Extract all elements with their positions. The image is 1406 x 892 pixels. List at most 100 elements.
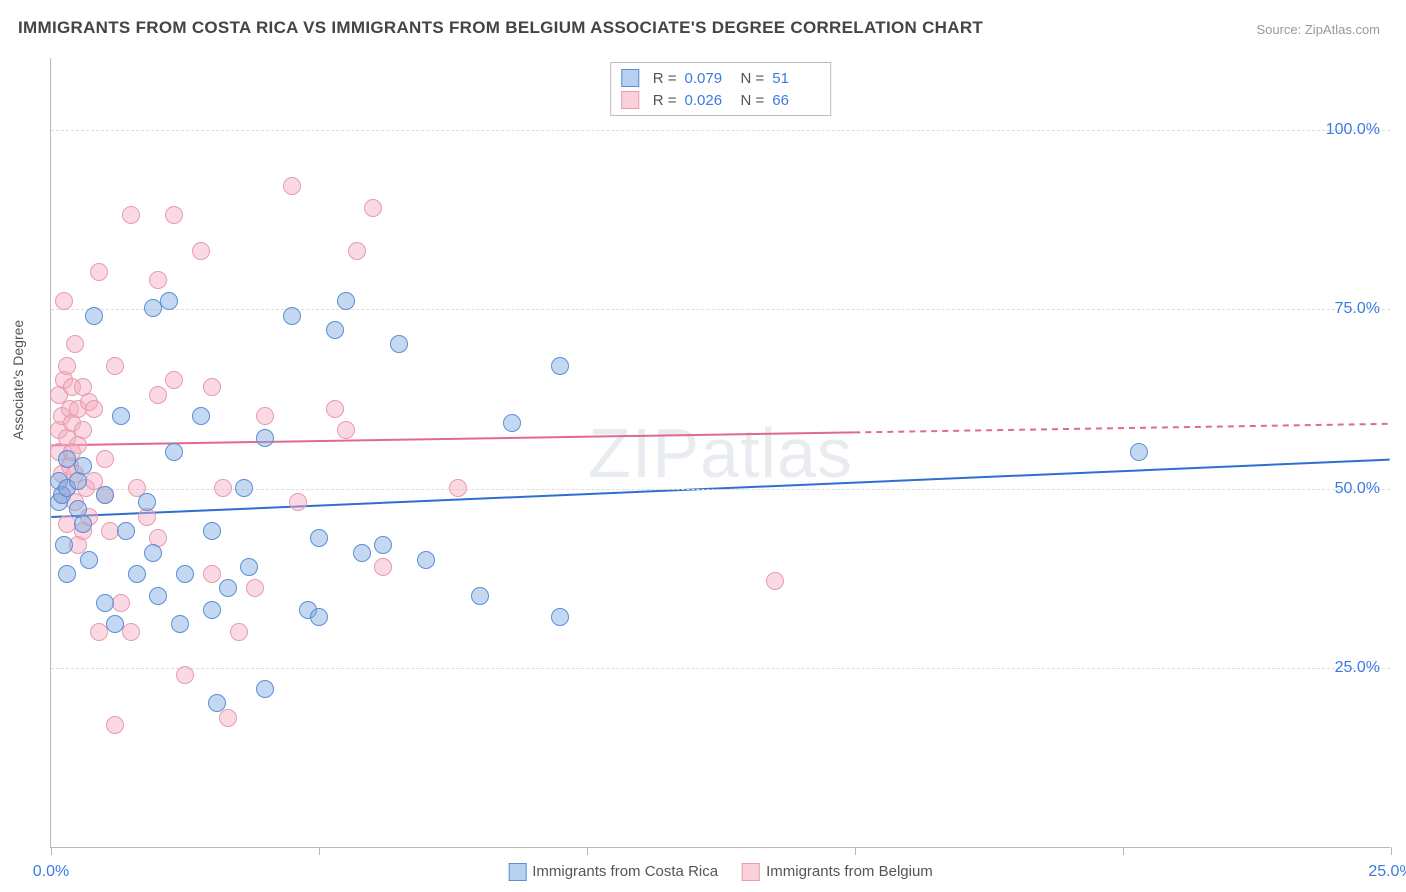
scatter-point-blue (106, 615, 124, 633)
scatter-point-blue (144, 544, 162, 562)
stats-r-label: R = (653, 70, 677, 87)
x-tick (51, 847, 52, 855)
gridline-h (51, 309, 1390, 310)
scatter-point-blue (165, 443, 183, 461)
scatter-point-blue (112, 407, 130, 425)
scatter-point-blue (55, 536, 73, 554)
watermark-text: ZIPatlas (588, 413, 853, 493)
scatter-point-pink (246, 579, 264, 597)
scatter-point-blue (149, 587, 167, 605)
scatter-point-blue (390, 335, 408, 353)
scatter-point-pink (766, 572, 784, 590)
scatter-point-pink (112, 594, 130, 612)
scatter-point-blue (310, 529, 328, 547)
stats-n-label: N = (741, 70, 765, 87)
x-tick (855, 847, 856, 855)
scatter-point-pink (176, 666, 194, 684)
y-tick-label: 25.0% (1335, 659, 1380, 677)
x-tick-label: 25.0% (1368, 863, 1406, 881)
scatter-point-blue (240, 558, 258, 576)
legend-swatch (742, 863, 760, 881)
y-tick-label: 50.0% (1335, 480, 1380, 498)
scatter-point-blue (235, 479, 253, 497)
legend-item: Immigrants from Belgium (742, 863, 933, 881)
scatter-point-blue (208, 694, 226, 712)
scatter-point-pink (106, 716, 124, 734)
x-tick (1123, 847, 1124, 855)
scatter-point-blue (219, 579, 237, 597)
stats-n-value: 51 (772, 70, 820, 87)
scatter-point-pink (230, 623, 248, 641)
scatter-point-blue (203, 522, 221, 540)
scatter-point-pink (122, 206, 140, 224)
scatter-point-blue (551, 357, 569, 375)
x-tick (587, 847, 588, 855)
scatter-point-blue (85, 307, 103, 325)
scatter-point-blue (417, 551, 435, 569)
trend-line-dashed (854, 424, 1389, 433)
scatter-point-pink (106, 357, 124, 375)
scatter-point-pink (214, 479, 232, 497)
legend-item: Immigrants from Costa Rica (508, 863, 718, 881)
scatter-point-blue (176, 565, 194, 583)
chart-title: IMMIGRANTS FROM COSTA RICA VS IMMIGRANTS… (18, 18, 983, 38)
gridline-h (51, 668, 1390, 669)
scatter-point-pink (66, 335, 84, 353)
scatter-point-blue (138, 493, 156, 511)
legend-label: Immigrants from Belgium (766, 863, 933, 880)
scatter-point-blue (203, 601, 221, 619)
x-tick-label: 0.0% (33, 863, 69, 881)
legend-label: Immigrants from Costa Rica (532, 863, 718, 880)
stats-r-value: 0.079 (685, 70, 733, 87)
y-tick-label: 100.0% (1326, 121, 1380, 139)
scatter-point-pink (203, 378, 221, 396)
scatter-point-blue (471, 587, 489, 605)
scatter-point-blue (374, 536, 392, 554)
scatter-point-pink (165, 206, 183, 224)
x-tick (1391, 847, 1392, 855)
plot-area: ZIPatlas R =0.079N =51R =0.026N =66 Immi… (50, 58, 1390, 848)
scatter-point-blue (551, 608, 569, 626)
scatter-point-blue (310, 608, 328, 626)
scatter-point-pink (90, 263, 108, 281)
scatter-point-pink (374, 558, 392, 576)
scatter-point-pink (96, 450, 114, 468)
scatter-point-blue (74, 457, 92, 475)
stats-r-value: 0.026 (685, 92, 733, 109)
scatter-point-pink (149, 271, 167, 289)
scatter-point-pink (58, 357, 76, 375)
legend-swatch (621, 69, 639, 87)
scatter-point-blue (256, 429, 274, 447)
scatter-point-blue (326, 321, 344, 339)
scatter-point-pink (219, 709, 237, 727)
scatter-point-blue (58, 565, 76, 583)
scatter-point-pink (348, 242, 366, 260)
scatter-point-pink (337, 421, 355, 439)
scatter-point-blue (128, 565, 146, 583)
gridline-h (51, 130, 1390, 131)
scatter-point-pink (256, 407, 274, 425)
scatter-point-blue (117, 522, 135, 540)
scatter-point-blue (256, 680, 274, 698)
legend-swatch (508, 863, 526, 881)
scatter-point-pink (364, 199, 382, 217)
y-axis-label: Associate's Degree (10, 320, 26, 440)
scatter-point-pink (85, 400, 103, 418)
y-tick-label: 75.0% (1335, 300, 1380, 318)
series-legend: Immigrants from Costa Rica Immigrants fro… (508, 863, 933, 881)
scatter-point-pink (326, 400, 344, 418)
scatter-point-blue (171, 615, 189, 633)
scatter-point-blue (74, 515, 92, 533)
scatter-point-blue (283, 307, 301, 325)
stats-row: R = 0.079 N = 51 (621, 67, 821, 89)
legend-swatch (621, 91, 639, 109)
scatter-point-blue (337, 292, 355, 310)
scatter-point-pink (74, 421, 92, 439)
scatter-point-blue (80, 551, 98, 569)
scatter-point-blue (503, 414, 521, 432)
scatter-point-pink (55, 292, 73, 310)
x-tick (319, 847, 320, 855)
scatter-point-blue (192, 407, 210, 425)
stats-n-value: 66 (772, 92, 820, 109)
scatter-point-blue (160, 292, 178, 310)
